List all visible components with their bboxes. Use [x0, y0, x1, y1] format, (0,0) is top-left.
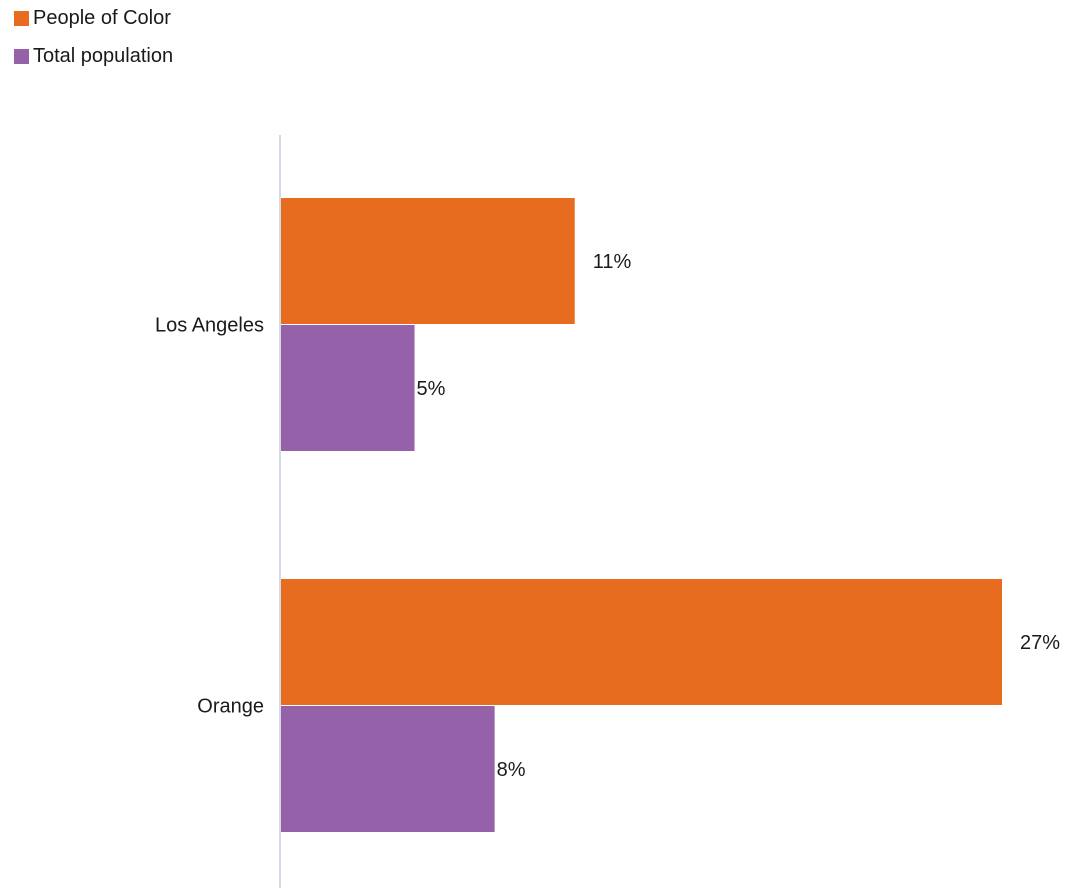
- legend-swatch-people-of-color: [14, 10, 29, 26]
- legend-swatch-total-population: [14, 48, 29, 64]
- bar-orange-people-of-color: [281, 579, 1002, 705]
- data-label-orange-total-population: 8%: [497, 759, 526, 781]
- legend-label-total-population: Total population: [33, 45, 174, 67]
- data-label-los-angeles-total-population: 5%: [417, 378, 446, 400]
- bar-los-angeles-people-of-color: [281, 198, 575, 324]
- category-label-orange: Orange: [197, 696, 264, 718]
- category-label-los-angeles: Los Angeles: [155, 315, 264, 337]
- bar-orange-total-population: [281, 706, 495, 832]
- legend-item-total-population: Total population: [14, 44, 173, 68]
- legend-label-people-of-color: People of Color: [33, 7, 171, 29]
- bar-los-angeles-total-population: [281, 325, 415, 451]
- chart-legend: People of Color Total population: [14, 6, 173, 82]
- data-label-orange-people-of-color: 27%: [1020, 632, 1060, 654]
- data-label-los-angeles-people-of-color: 11%: [593, 251, 632, 273]
- legend-item-people-of-color: People of Color: [14, 6, 173, 30]
